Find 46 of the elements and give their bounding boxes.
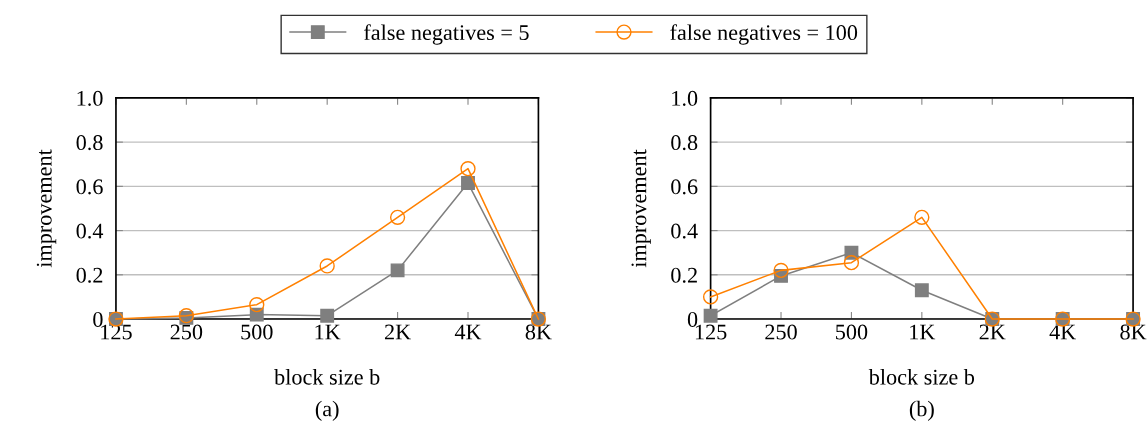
x-tick-label: 125 bbox=[695, 324, 727, 340]
y-tick-label: 0 bbox=[93, 311, 103, 327]
y-tick-label: 0.8 bbox=[76, 135, 103, 151]
y-tick-label: 1.0 bbox=[77, 90, 103, 106]
point bbox=[249, 297, 265, 313]
point bbox=[320, 308, 335, 323]
y-axis-title: improvement bbox=[631, 149, 651, 268]
x-tick-label: 4K bbox=[454, 324, 482, 340]
y-tick-label: 1.0 bbox=[672, 90, 698, 106]
text: (b) bbox=[909, 400, 934, 421]
x-axis-title: block size b bbox=[868, 369, 975, 385]
x-tick-label: 500 bbox=[836, 324, 868, 340]
point bbox=[702, 289, 719, 305]
x-tick-label: 250 bbox=[170, 324, 203, 340]
point bbox=[460, 161, 476, 177]
legend-label: false negatives = 100 bbox=[670, 24, 858, 45]
y-tick-label: 0 bbox=[687, 311, 698, 327]
point bbox=[914, 283, 929, 298]
y-axis-title: improvement bbox=[36, 149, 57, 268]
point bbox=[843, 255, 860, 271]
y-tick-label: 0.4 bbox=[76, 223, 104, 239]
point bbox=[461, 176, 475, 190]
x-tick-label: 8K bbox=[1120, 324, 1147, 340]
x-tick-label: 250 bbox=[765, 324, 797, 340]
point bbox=[389, 209, 406, 225]
y-tick-label: 0.2 bbox=[671, 267, 697, 283]
point bbox=[703, 308, 718, 323]
point bbox=[319, 258, 335, 274]
y-tick-label: 0.8 bbox=[671, 135, 698, 151]
y-tick-label: 0.6 bbox=[76, 179, 103, 195]
x-tick-label: 500 bbox=[241, 324, 273, 340]
legend-label: false negatives = 5 bbox=[364, 24, 529, 45]
x-tick-label: 1K bbox=[910, 324, 936, 340]
x-tick-label: 2K bbox=[979, 324, 1006, 340]
point bbox=[390, 263, 405, 278]
text: (a) bbox=[315, 400, 339, 421]
y-tick-label: 0.4 bbox=[671, 223, 698, 239]
y-tick-label: 0.2 bbox=[76, 267, 103, 283]
point bbox=[914, 209, 930, 225]
x-tick-label: 4K bbox=[1049, 324, 1077, 340]
y-tick-label: 0.6 bbox=[671, 179, 698, 195]
x-axis-title: block size b bbox=[274, 369, 380, 385]
x-tick-label: 2K bbox=[384, 324, 411, 340]
x-tick-label: 8K bbox=[525, 324, 552, 340]
point bbox=[773, 262, 789, 279]
x-tick-label: 1K bbox=[315, 324, 341, 340]
